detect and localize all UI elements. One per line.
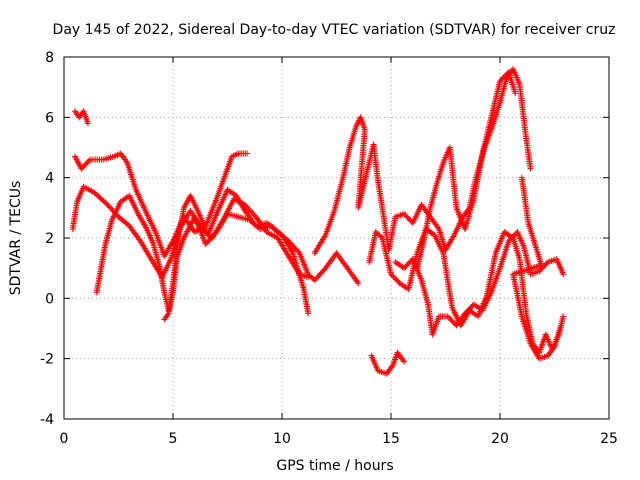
data-point (355, 280, 362, 287)
y-tick-label: 8 (45, 50, 54, 66)
series-track-c (93, 186, 362, 314)
x-tick-label: 5 (169, 431, 178, 447)
y-tick-label: 6 (45, 110, 54, 126)
x-tick-label: 15 (382, 431, 400, 447)
y-tick-label: -4 (40, 412, 54, 428)
x-axis-label: GPS time / hours (276, 458, 393, 474)
x-tick-label: 0 (60, 431, 69, 447)
y-tick-label: 4 (45, 171, 54, 187)
data-point (84, 120, 91, 127)
y-tick-label: 2 (45, 231, 54, 247)
y-axis-ticks: -4 -2 0 2 4 6 8 (40, 50, 609, 428)
chart-title: Day 145 of 2022, Sidereal Day-to-day VTE… (53, 22, 616, 38)
series-track-h (414, 69, 565, 362)
x-tick-label: 20 (491, 431, 509, 447)
series-track-a (71, 150, 251, 260)
data-point (244, 150, 251, 157)
x-tick-label: 10 (273, 431, 291, 447)
data-point (103, 200, 110, 207)
data-points (69, 66, 567, 377)
data-point (512, 90, 519, 97)
x-axis-ticks: 0 5 10 15 20 25 (60, 57, 618, 447)
data-point (527, 165, 534, 172)
y-tick-label: -2 (40, 352, 54, 368)
grid-lines (64, 57, 609, 419)
data-point (305, 310, 312, 317)
y-tick-label: 0 (45, 291, 54, 307)
data-point (560, 313, 567, 320)
data-point (85, 157, 92, 164)
y-axis-label: SDTVAR / TECUs (8, 181, 24, 296)
data-point (558, 322, 565, 329)
series-track-d (71, 108, 312, 323)
data-point (401, 358, 408, 365)
data-point (560, 271, 567, 278)
x-tick-label: 25 (600, 431, 618, 447)
